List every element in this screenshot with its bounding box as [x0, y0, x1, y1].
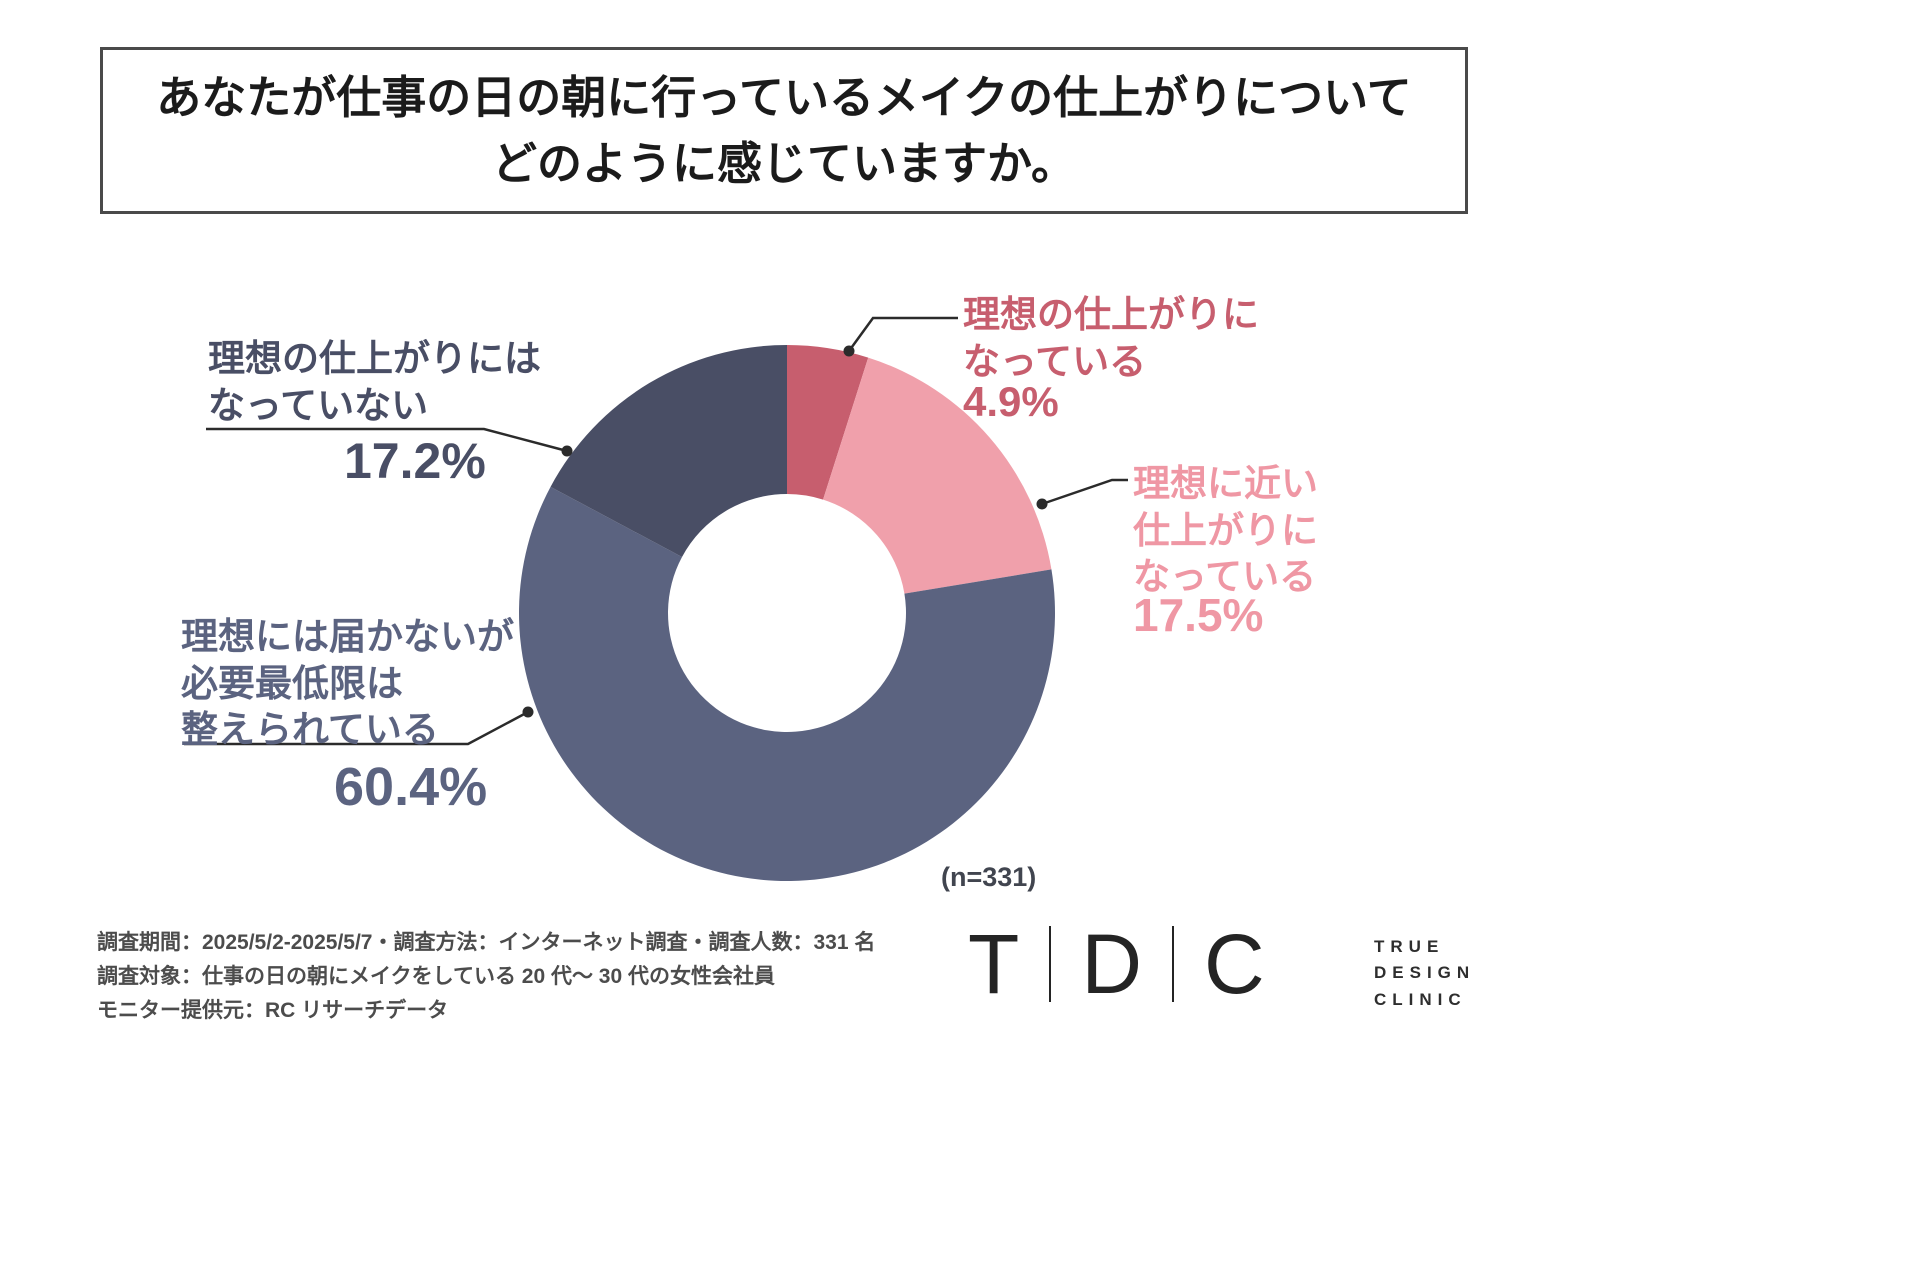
logo-letter-t: T: [968, 917, 1020, 1011]
title-box: あなたが仕事の日の朝に行っているメイクの仕上がりについて どのように感じています…: [100, 47, 1468, 214]
logo-wordmark-line-3: CLINIC: [1374, 989, 1467, 1009]
leader-dot-near-ideal: [1036, 498, 1048, 510]
donut-segment-3: [519, 486, 1055, 881]
page-title-line-1: あなたが仕事の日の朝に行っているメイクの仕上がりについて: [156, 72, 1412, 124]
survey-note-line-1: 調査期間：2025/5/2-2025/5/7・調査方法：インターネット調査・調査…: [97, 931, 876, 954]
logo-divider-2: [1171, 926, 1174, 1002]
survey-notes: 調査期間：2025/5/2-2025/5/7・調査方法：インターネット調査・調査…: [97, 926, 875, 1028]
leader-line-ideal: [847, 316, 958, 352]
label-minimum: 理想には届かないが 必要最低限は 整えられている: [181, 616, 514, 751]
pct-ideal: 4.9%: [963, 378, 1059, 425]
page-title-line-2: どのように感じていますか。: [491, 137, 1077, 189]
logo-wordmark: TRUE DESIGN CLINIC: [1374, 934, 1475, 1013]
logo-wordmark-line-1: TRUE: [1374, 937, 1445, 956]
logo-letter-d: D: [1081, 917, 1142, 1011]
leader-line-minimum: [184, 710, 529, 746]
tdc-logo: T D C: [968, 922, 1265, 1006]
pct-near-ideal: 17.5%: [1133, 589, 1264, 641]
donut-segments: [519, 345, 1055, 881]
pct-minimum: 60.4%: [334, 757, 488, 817]
pct-not-ideal: 17.2%: [344, 433, 486, 489]
leader-dot-ideal: [843, 345, 855, 357]
logo-letter-c: C: [1203, 917, 1265, 1011]
donut-segment-2: [823, 357, 1052, 594]
survey-note-line-2: 調査対象：仕事の日の朝にメイクをしている 20 代〜 30 代の女性会社員: [97, 965, 776, 989]
label-not-ideal: 理想の仕上がりには なっていない: [208, 338, 541, 426]
logo-divider-1: [1049, 926, 1052, 1002]
donut-segment-1: [787, 345, 869, 500]
leader-dot-not-ideal: [561, 445, 573, 457]
survey-note-line-3: モニター提供元：RC リサーチデータ: [97, 999, 449, 1023]
label-ideal: 理想の仕上がりに なっている: [963, 294, 1259, 382]
logo-wordmark-line-2: DESIGN: [1374, 963, 1476, 983]
label-near-ideal: 理想に近い 仕上がりに なっている: [1133, 463, 1318, 598]
donut-segment-4: [550, 345, 787, 557]
leader-line-not-ideal: [206, 427, 568, 453]
leader-dot-minimum: [522, 706, 534, 718]
sample-size-label: (n=331): [941, 862, 1037, 892]
leader-line-near-ideal: [1041, 478, 1128, 506]
